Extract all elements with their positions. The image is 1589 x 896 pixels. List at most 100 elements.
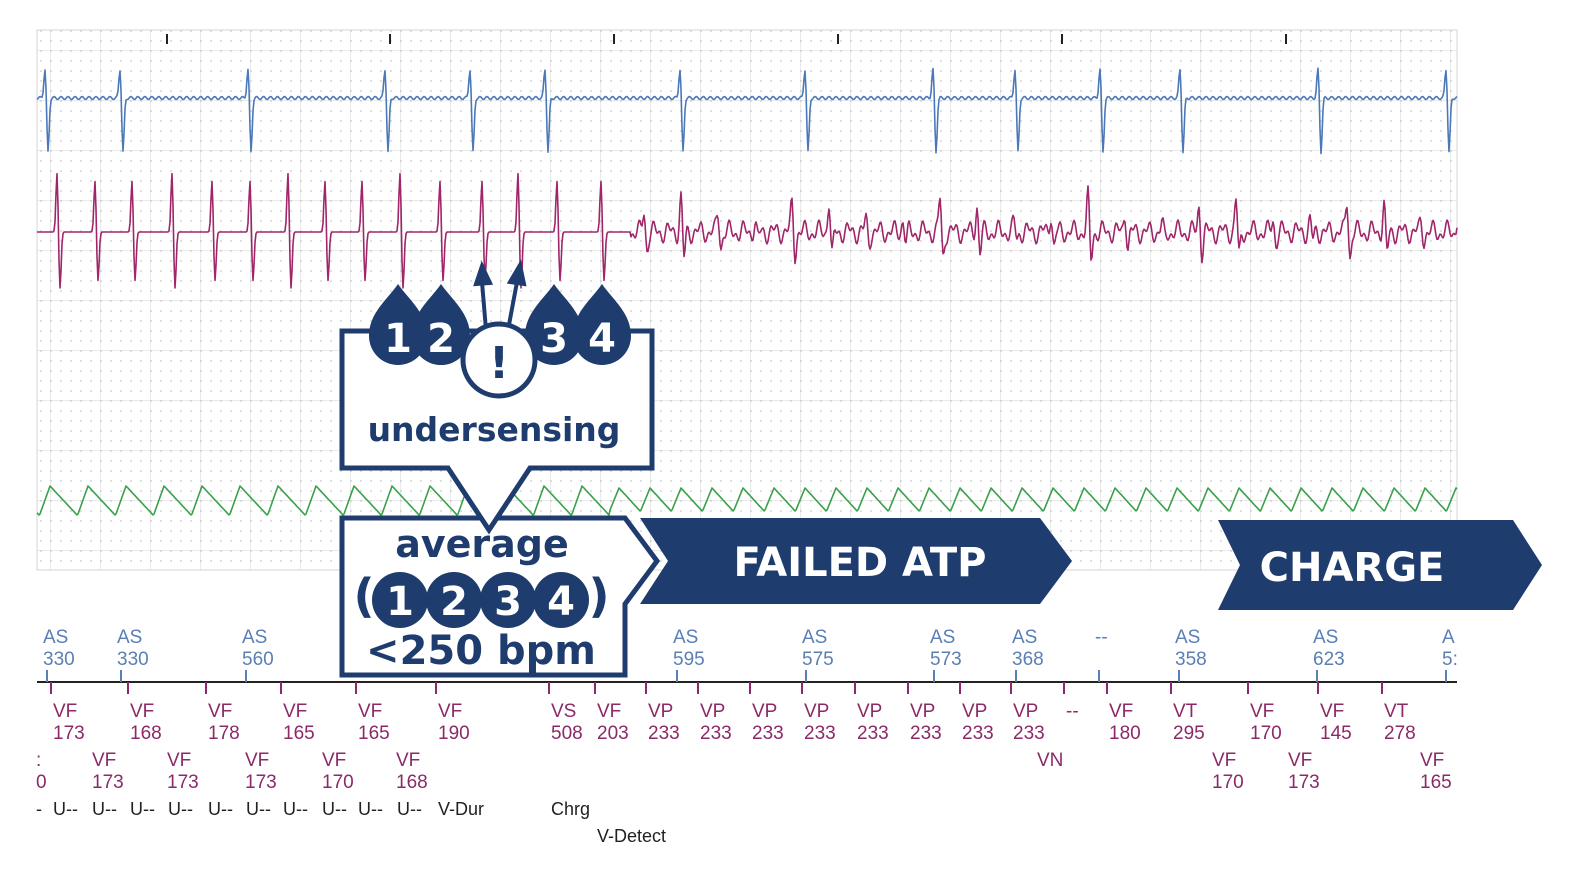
detection-marker: U-- xyxy=(358,799,383,819)
avg-beat-4: 4 xyxy=(547,579,575,625)
ventricular-marker-interval: 295 xyxy=(1173,723,1205,744)
ventricular-marker-interval: 233 xyxy=(910,723,942,744)
detection-marker: U-- xyxy=(283,799,308,819)
atrial-marker-label: AS xyxy=(1175,627,1200,648)
alert-symbol: ! xyxy=(489,338,509,389)
ventricular-marker-label: VT xyxy=(1173,701,1198,722)
ventricular-marker-label: VP xyxy=(752,701,777,722)
atrial-marker-interval: 368 xyxy=(1012,649,1044,670)
detection-marker: Chrg xyxy=(551,799,590,819)
detection-marker: U-- xyxy=(322,799,347,819)
failed-atp-banner: FAILED ATP xyxy=(640,518,1072,604)
detection-marker: U-- xyxy=(208,799,233,819)
atrial-marker-label: -- xyxy=(1095,627,1108,648)
ventricular-marker-interval: 173 xyxy=(53,723,85,744)
paren-close: ) xyxy=(588,569,609,623)
atrial-marker-label: AS xyxy=(802,627,827,648)
avg-beat-3: 3 xyxy=(494,579,522,625)
ventricular-marker-label: VF xyxy=(396,750,420,771)
atrial-marker-label: AS xyxy=(242,627,267,648)
ventricular-marker-label: VP xyxy=(857,701,882,722)
ventricular-marker-label: VP xyxy=(804,701,829,722)
ventricular-marker-label: -- xyxy=(1066,701,1079,722)
ventricular-marker-label: VP xyxy=(700,701,725,722)
ventricular-marker-interval: 233 xyxy=(857,723,889,744)
charge-label: CHARGE xyxy=(1260,545,1445,591)
average-label: average xyxy=(395,522,569,566)
ventricular-marker-label: VF xyxy=(92,750,116,771)
detection-marker: U-- xyxy=(246,799,271,819)
sense-marker-4: 4 xyxy=(588,316,616,362)
sense-marker-3: 3 xyxy=(540,316,568,362)
alert-icon xyxy=(460,321,538,399)
ventricular-marker-label: VF xyxy=(245,750,269,771)
ventricular-marker-label: : xyxy=(36,750,41,771)
avg-beat-1: 1 xyxy=(386,579,414,625)
ventricular-marker-label: VN xyxy=(1037,750,1063,771)
ventricular-marker-interval: 173 xyxy=(92,772,124,793)
sense-marker-1: 1 xyxy=(384,316,412,362)
ventricular-marker-label: VT xyxy=(1384,701,1409,722)
grid xyxy=(36,29,1458,571)
ventricular-marker-label: VF xyxy=(322,750,346,771)
atrial-marker-interval: 330 xyxy=(43,649,75,670)
ventricular-marker-label: VF xyxy=(1420,750,1444,771)
ventricular-marker-label: VF xyxy=(358,701,382,722)
ventricular-marker-label: VF xyxy=(53,701,77,722)
ventricular-marker-interval: 173 xyxy=(167,772,199,793)
ventricular-marker-interval: 0 xyxy=(36,772,47,793)
detection-marker: U-- xyxy=(397,799,422,819)
ventricular-marker-interval: 168 xyxy=(130,723,162,744)
ventricular-marker-interval: 170 xyxy=(322,772,354,793)
detection-marker: U-- xyxy=(92,799,117,819)
ventricular-marker-label: VP xyxy=(962,701,987,722)
atrial-marker-label: AS xyxy=(1313,627,1338,648)
ventricular-marker-interval: 233 xyxy=(752,723,784,744)
detection-row-2: V-Detect xyxy=(597,826,666,846)
atrial-marker-interval: 573 xyxy=(930,649,962,670)
ventricular-marker-label: VF xyxy=(1212,750,1236,771)
atrial-marker-interval: 330 xyxy=(117,649,149,670)
atrial-marker-label: AS xyxy=(930,627,955,648)
atrial-marker-interval: 358 xyxy=(1175,649,1207,670)
ventricular-marker-interval: 190 xyxy=(438,723,470,744)
ventricular-marker-label: VF xyxy=(283,701,307,722)
ventricular-marker-interval: 165 xyxy=(358,723,390,744)
ventricular-marker-label: VF xyxy=(597,701,621,722)
detection-marker: U-- xyxy=(130,799,155,819)
detection-marker: - xyxy=(36,799,42,819)
ventricular-marker-interval: 233 xyxy=(962,723,994,744)
atrial-marker-interval: 623 xyxy=(1313,649,1345,670)
ventricular-marker-label: VF xyxy=(1320,701,1344,722)
ventricular-marker-label: VF xyxy=(167,750,191,771)
average-beat-badges: 1 2 3 4 xyxy=(372,572,589,628)
ventricular-marker-label: VP xyxy=(648,701,673,722)
atrial-marker-label: A xyxy=(1442,627,1455,648)
average-callout: average ( ) 1 2 3 4 <250 bpm xyxy=(339,515,661,678)
ventricular-marker-label: VP xyxy=(910,701,935,722)
detection-marker: U-- xyxy=(168,799,193,819)
ventricular-marker-interval: 233 xyxy=(648,723,680,744)
ventricular-marker-interval: 165 xyxy=(1420,772,1452,793)
charge-banner: CHARGE xyxy=(1218,520,1542,610)
failed-atp-label: FAILED ATP xyxy=(734,540,987,586)
ventricular-marker-interval: 173 xyxy=(1288,772,1320,793)
ventricular-marker-label: VF xyxy=(1288,750,1312,771)
ventricular-marker-row: VF173VF168VF178VF165VF165VF190VS508VF203… xyxy=(53,701,1416,744)
threshold-label: <250 bpm xyxy=(366,628,596,674)
detection-marker: U-- xyxy=(53,799,78,819)
ventricular-marker-interval: 145 xyxy=(1320,723,1352,744)
detection-row: - U-- U-- U-- U-- U-- U-- U-- U-- U-- U-- V-Dur Chrg xyxy=(36,799,590,819)
sense-marker-2: 2 xyxy=(427,316,455,362)
atrial-marker-interval: 560 xyxy=(242,649,274,670)
ventricular-marker-interval: 170 xyxy=(1212,772,1244,793)
ventricular-marker-label: VF xyxy=(1109,701,1133,722)
ventricular-marker-interval: 508 xyxy=(551,723,583,744)
marker-channel xyxy=(37,670,1457,694)
ventricular-marker-label: VF xyxy=(1250,701,1274,722)
sensed-beat-markers xyxy=(369,284,631,366)
ventricular-marker-interval: 178 xyxy=(208,723,240,744)
ventricular-marker-interval: 233 xyxy=(1013,723,1045,744)
